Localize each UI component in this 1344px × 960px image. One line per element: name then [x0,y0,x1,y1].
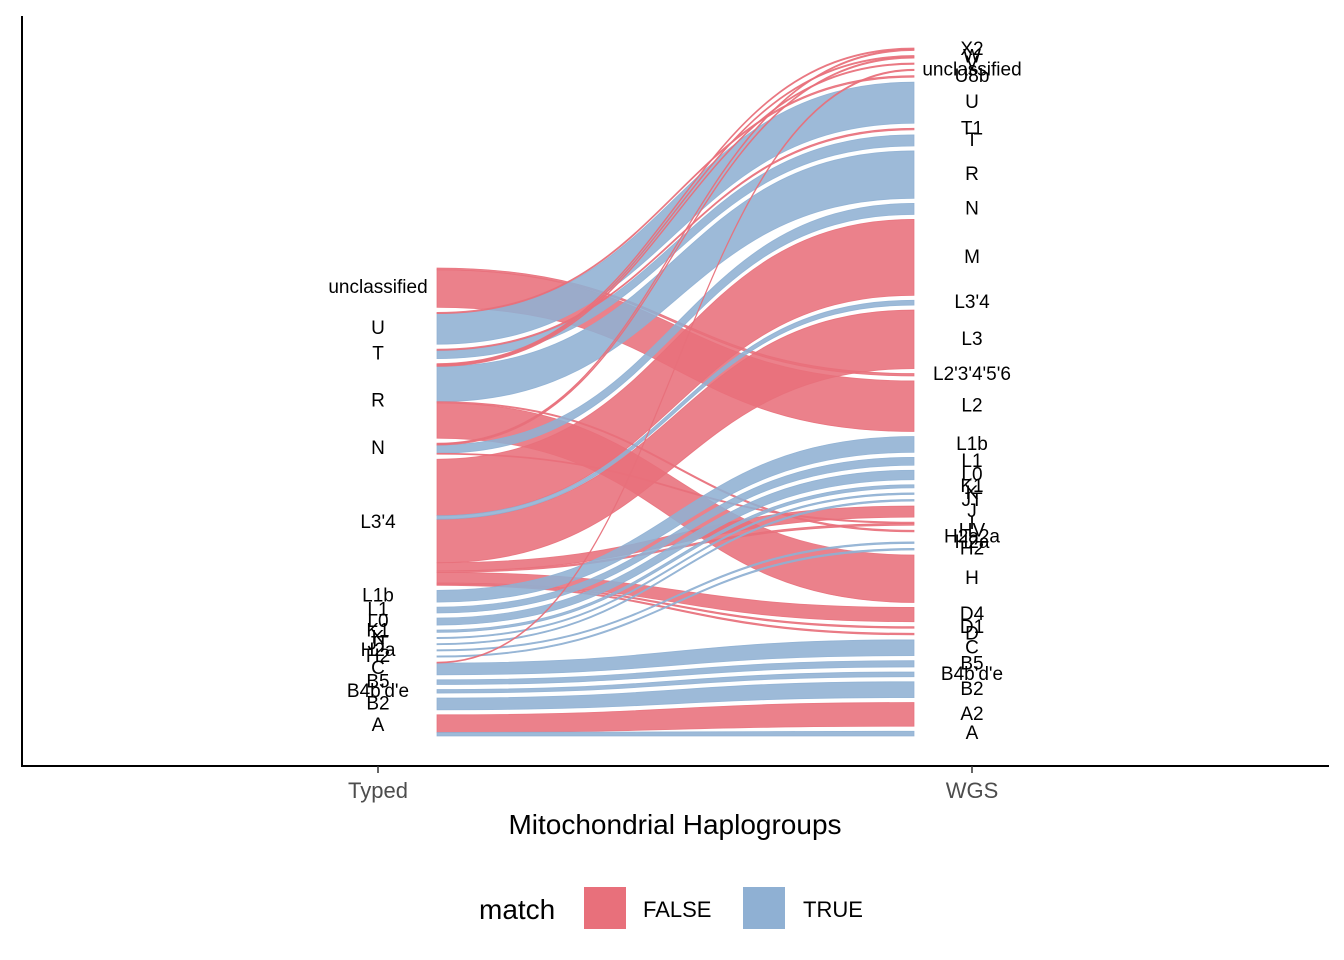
flow-jt-to-jt [436,499,915,646]
wgs-stratum-label-b2: B2 [960,679,983,700]
typed-stratum-label-a: A [372,715,385,736]
typed-stratum-label-n: N [371,438,385,459]
typed-stratum-label-b5: B5 [366,672,389,693]
wgs-stratum-label-u: U [965,92,979,113]
wgs-stratum-label-x2: X2 [960,39,983,60]
wgs-stratum-label-t: T [966,130,978,151]
wgs-stratum-label-d4: D4 [960,604,985,625]
flow-c-to-unclassified [436,68,915,664]
wgs-stratum-label-a2: A2 [960,704,983,725]
flow-c-to-c [436,639,915,676]
typed-stratum-label-b4b-d-e: B4b'd'e [347,681,409,702]
wgs-stratum-label-l3: L3 [961,329,982,350]
typed-stratum-label-t: T [372,343,384,364]
flow-n-to-w [436,56,915,446]
wgs-stratum-label-d: D [965,624,979,645]
wgs-stratum-label-l1: L1 [961,451,982,472]
wgs-stratum-label-hv: HV [959,521,986,542]
wgs-stratum-label-l3-4: L3'4 [954,292,990,313]
flow-l1-to-l1 [436,456,915,614]
x-axis-title: Mitochondrial Haplogroups [508,809,841,840]
typed-stratum-label-l1: L1 [367,600,388,621]
wgs-stratum-label-d1: D1 [960,617,984,638]
wgs-stratum-label-jt: JT [961,490,983,511]
wgs-stratum-label-b5: B5 [960,653,983,674]
legend-title: match [479,894,555,925]
wgs-stratum-label-b4b-d-e: B4b'd'e [941,664,1003,685]
flow-l3-4-to-l3-4 [436,299,915,520]
typed-stratum-label-k1: K1 [366,621,389,642]
wgs-stratum-label-l2: L2 [961,396,982,417]
flow-k-to-k [436,492,915,639]
flow-k1-to-k1 [436,484,915,633]
legend-label-true: TRUE [803,897,863,922]
typed-stratum-label-k: K [372,628,385,649]
wgs-stratum-label-w: W [963,46,981,67]
legend-swatch-false [584,887,626,929]
flow-n-to-n [436,202,915,454]
typed-stratum-label-l3-4: L3'4 [360,512,396,533]
flow-l1b-to-l1b [436,436,915,603]
wgs-stratum-label-h2a: H2a [955,532,990,553]
typed-stratum-label-unclassified: unclassified [328,277,427,298]
wgs-stratum-label-c: C [965,637,979,658]
wgs-stratum-label-l2-3-4-5-6: L2'3'4'5'6 [933,364,1011,385]
wgs-stratum-label-m: M [964,247,980,268]
flow-l0-to-l0 [436,469,915,626]
wgs-stratum-label-k1: K1 [960,476,983,497]
wgs-stratum-label-h: H [965,568,979,589]
typed-stratum-label-jt: JT [367,634,389,655]
typed-stratum-label-l0: L0 [367,611,388,632]
flow-a-to-a2 [436,702,915,733]
wgs-stratum-label-u8b: U8b [955,66,990,87]
flow-n-to-x2 [436,48,915,445]
typed-stratum-label-u: U [371,318,385,339]
flow-t-to-t1 [436,127,915,351]
flow-r-to-r [436,150,915,403]
legend-swatch-true [743,887,785,929]
x-tick-label-typed: Typed [348,778,408,803]
wgs-stratum-label-unclassified: unclassified [922,59,1021,80]
typed-stratum-label-c: C [371,658,385,679]
flow-u-to-u8b [436,75,915,314]
wgs-stratum-label-l0: L0 [961,464,982,485]
typed-stratum-label-h2a: H2a [361,640,396,661]
flow-b5-to-b5 [436,660,915,685]
legend-label-false: FALSE [643,897,711,922]
wgs-stratum-label-v: V [966,53,979,74]
wgs-stratum-label-h2: H2 [960,539,984,560]
flow-l3-4-to-l3 [436,309,915,564]
flow-h2a-to-h2a [436,541,915,652]
typed-stratum-labels: unclassified UT R N L3'4 L1bL1L0K1KJTH2aH2CB5… [328,277,427,736]
wgs-stratum-label-l1b: L1b [956,434,988,455]
wgs-stratum-label-t1: T1 [961,119,983,140]
flow-b4b-d-e-to-b4b-d-e [436,671,915,694]
wgs-stratum-label-k: K [966,483,979,504]
wgs-stratum-label-i: I [969,513,974,534]
flow-r-to-v [436,62,915,367]
x-tick-label-wgs: WGS [946,778,999,803]
typed-stratum-label-h2: H2 [366,646,390,667]
legend: match FALSE TRUE [479,887,863,929]
wgs-stratum-label-a: A [966,723,979,744]
typed-stratum-label-b2: B2 [366,693,389,714]
flows-layer [436,47,915,737]
wgs-stratum-label-n: N [965,198,979,219]
flow-b2-to-b2 [436,681,915,711]
typed-stratum-label-l1b: L1b [362,586,394,607]
flow-a-to-a [436,730,915,737]
wgs-stratum-label-r: R [965,164,979,185]
typed-stratum-label-r: R [371,390,385,411]
wgs-stratum-label-j: J [967,501,977,522]
flow-h2-to-h2 [436,548,915,658]
wgs-stratum-label-h2a2a: H2a2a [944,526,1000,547]
